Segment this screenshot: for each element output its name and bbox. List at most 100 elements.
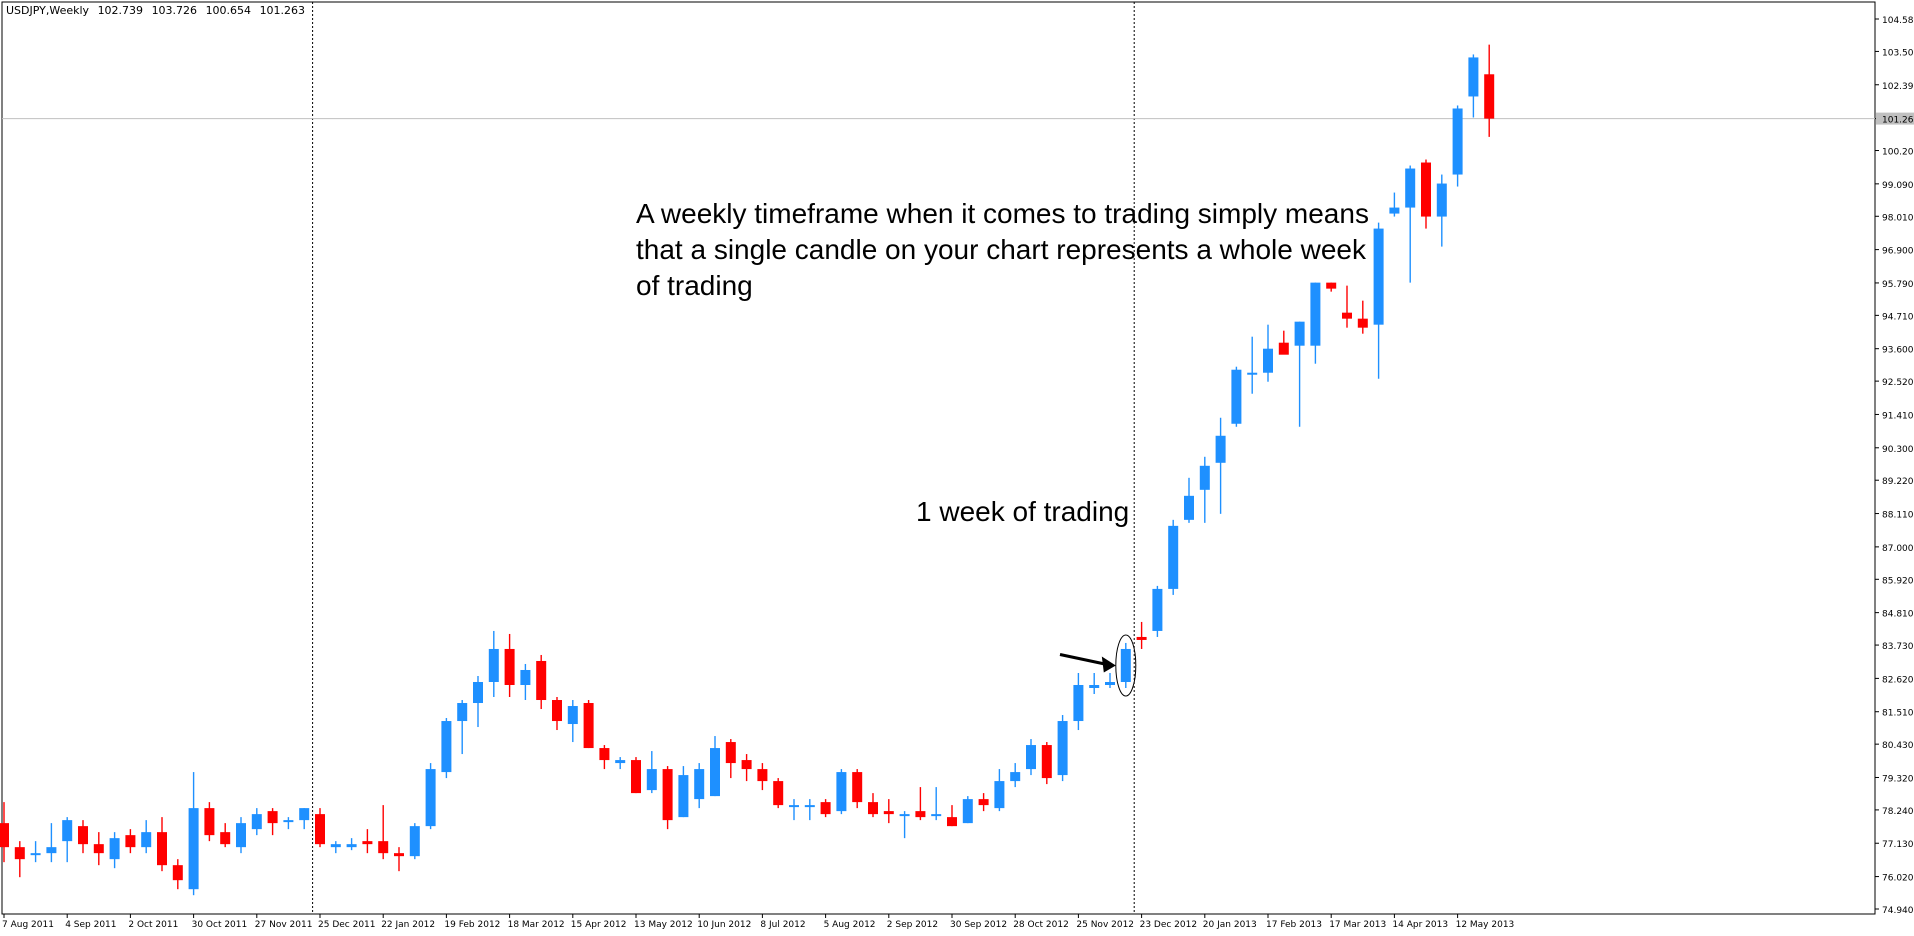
candle — [868, 793, 878, 818]
candle — [1247, 336, 1258, 394]
y-tick-label: 95.790 — [1882, 280, 1914, 290]
x-tick-label: 2 Sep 2012 — [887, 920, 938, 930]
candle-body — [1452, 108, 1463, 175]
candle — [552, 697, 562, 731]
candle-body — [1247, 372, 1258, 375]
candle — [789, 799, 799, 821]
candle — [14, 841, 25, 878]
x-tick-label: 22 Jan 2012 — [381, 920, 435, 930]
x-tick-label: 10 Jun 2012 — [697, 920, 751, 930]
candle-body — [757, 769, 768, 782]
x-tick-label: 12 May 2013 — [1456, 920, 1515, 930]
candle-body — [267, 811, 278, 824]
candle — [1342, 285, 1352, 328]
candle — [615, 757, 626, 770]
candle — [141, 820, 152, 854]
y-tick-label: 85.920 — [1882, 576, 1914, 586]
candle-body — [1057, 721, 1068, 776]
candle-body — [741, 760, 752, 770]
candle-body — [1484, 74, 1495, 119]
candle-body — [141, 832, 152, 848]
x-tick-label: 23 Dec 2012 — [1140, 920, 1198, 930]
candle — [93, 832, 104, 866]
candle — [172, 859, 183, 890]
candle-body — [488, 648, 499, 682]
x-tick-label: 8 Jul 2012 — [760, 920, 805, 930]
x-tick-label: 30 Sep 2012 — [950, 920, 1007, 930]
candle-body — [283, 820, 294, 823]
candle-body — [899, 814, 910, 817]
y-tick-label: 76.020 — [1882, 874, 1914, 884]
candle — [1263, 324, 1273, 382]
candle — [62, 817, 73, 863]
candle-body — [1468, 57, 1479, 97]
candle-body — [236, 823, 246, 848]
candle — [1468, 54, 1479, 118]
candle-body — [536, 660, 547, 701]
candle — [46, 823, 57, 863]
candle-body — [599, 748, 610, 761]
candle-body — [1278, 342, 1289, 355]
y-tick-label: 103.500 — [1882, 48, 1914, 58]
candle — [536, 654, 547, 710]
candle-body — [789, 805, 799, 808]
candle-body — [125, 835, 136, 848]
chart-header: USDJPY,Weekly 102.739 103.726 100.654 10… — [6, 4, 310, 17]
candle — [125, 829, 136, 854]
candle-body — [14, 847, 25, 860]
candle-body — [773, 781, 784, 806]
candle-body — [1405, 168, 1416, 208]
candle — [204, 802, 215, 842]
candle-body — [1373, 228, 1384, 325]
candle — [1041, 742, 1052, 785]
candle-body — [473, 681, 483, 704]
candle — [710, 736, 720, 797]
candle-body — [631, 760, 641, 794]
high-value: 103.726 — [151, 4, 198, 17]
y-tick-label: 80.430 — [1882, 741, 1914, 751]
candle — [362, 829, 373, 854]
candle — [725, 739, 736, 779]
candle — [473, 675, 483, 728]
candle-body — [1089, 684, 1100, 689]
candle-body — [662, 769, 673, 821]
y-tick-label: 82.620 — [1882, 675, 1914, 685]
x-tick-label: 18 Mar 2012 — [508, 920, 565, 930]
x-tick-label: 25 Dec 2011 — [318, 920, 376, 930]
candle — [0, 802, 9, 863]
x-tick-label: 25 Nov 2012 — [1076, 920, 1134, 930]
low-value: 100.654 — [205, 4, 252, 17]
candle — [409, 823, 420, 860]
candle-body — [1199, 465, 1210, 490]
candle-body — [836, 772, 847, 812]
y-tick-label: 81.510 — [1882, 709, 1914, 719]
candle-body — [409, 826, 420, 857]
candle-body — [299, 808, 310, 821]
candle-body — [330, 844, 341, 848]
candle — [678, 766, 689, 818]
candle-body — [694, 769, 705, 800]
y-tick-label: 83.730 — [1882, 642, 1914, 652]
candle-body — [710, 748, 720, 797]
y-tick-label: 87.000 — [1882, 544, 1914, 554]
candle — [852, 769, 863, 809]
candle — [931, 787, 942, 821]
arrow-label: 1 week of trading — [916, 496, 1130, 527]
candle — [1452, 105, 1463, 187]
y-tick-label: 84.810 — [1882, 610, 1914, 620]
y-tick-label: 98.010 — [1882, 213, 1914, 223]
candle-body — [1073, 684, 1084, 722]
candle — [662, 766, 673, 830]
candle-body — [1436, 183, 1447, 217]
candles-group — [0, 44, 1495, 896]
y-tick-label: 100.200 — [1882, 148, 1914, 158]
candle — [1089, 672, 1100, 695]
symbol-label: USDJPY,Weekly — [6, 4, 90, 17]
candle — [757, 763, 768, 791]
candle-body — [1294, 321, 1305, 346]
candle — [299, 808, 310, 830]
candle — [583, 700, 594, 749]
candle-body — [504, 648, 515, 685]
candle-body — [204, 808, 215, 836]
